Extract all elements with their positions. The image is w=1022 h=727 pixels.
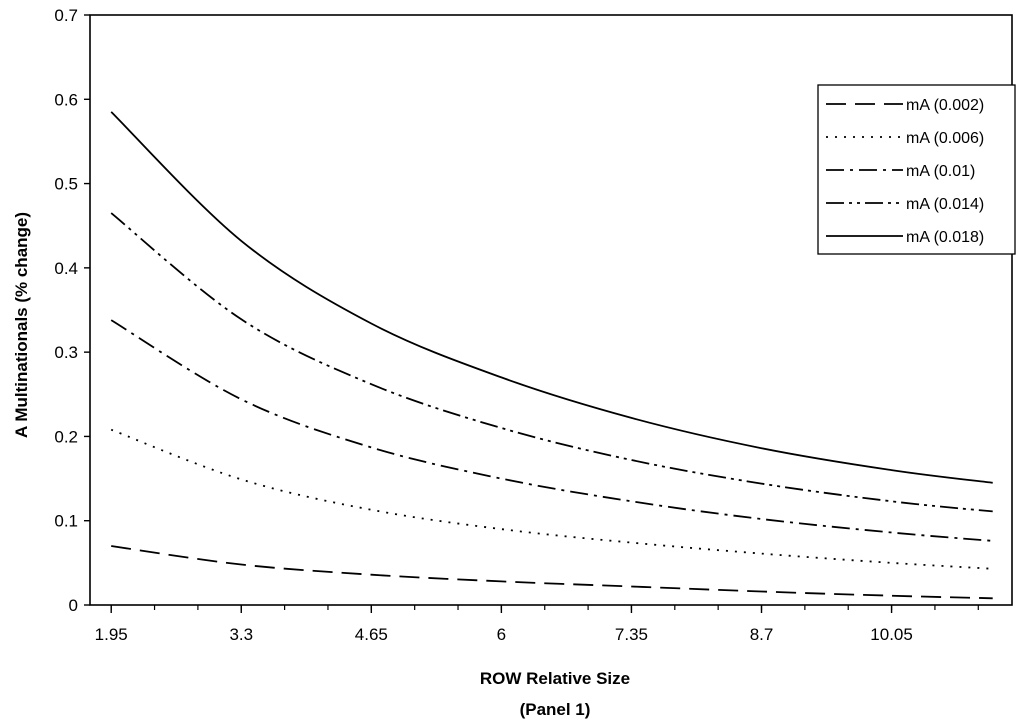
x-tick-label: 7.35 [615,625,648,644]
y-axis: 0 0.1 0.2 0.3 0.4 0.5 0.6 0.7 [54,6,90,615]
legend-label-4: mA (0.014) [906,196,984,213]
y-tick-label: 0.5 [54,175,78,194]
legend-label-5: mA (0.018) [906,229,984,246]
x-tick-label: 6 [497,625,506,644]
y-tick-label: 0.1 [54,512,78,531]
series-line-4 [110,212,993,513]
x-tick-label: 4.65 [355,625,388,644]
y-tick-label: 0.4 [54,259,78,278]
legend-label-2: mA (0.006) [906,130,984,147]
x-tick-label: 8.7 [750,625,774,644]
legend-label-3: mA (0.01) [906,163,975,180]
x-tick-label: 3.3 [229,625,253,644]
y-tick-label: 0.3 [54,343,78,362]
x-tick-label: 10.05 [870,625,913,644]
x-axis: 1.95 3.3 4.65 6 7.35 8.7 10.05 [95,605,979,644]
x-tick-label: 1.95 [95,625,128,644]
series-line-2 [110,428,993,570]
series-line-1 [111,545,993,600]
y-tick-label: 0.2 [54,427,78,446]
y-tick-label: 0.7 [54,6,78,25]
legend: mA (0.002) mA (0.006) mA (0.01) mA (0.014) m… [817,84,1016,255]
series-layer [110,111,993,600]
legend-box [817,84,1016,255]
y-axis-title: A Multinationals (% change) [12,212,31,438]
x-axis-title: ROW Relative Size [480,669,630,688]
plot-border [89,14,1013,606]
series-line-3 [110,319,993,542]
y-tick-label: 0 [69,596,78,615]
plot-area [89,14,1013,606]
series-line-5 [110,111,993,484]
y-tick-label: 0.6 [54,90,78,109]
legend-label-1: mA (0.002) [906,97,984,114]
x-axis-subtitle: (Panel 1) [520,700,591,719]
